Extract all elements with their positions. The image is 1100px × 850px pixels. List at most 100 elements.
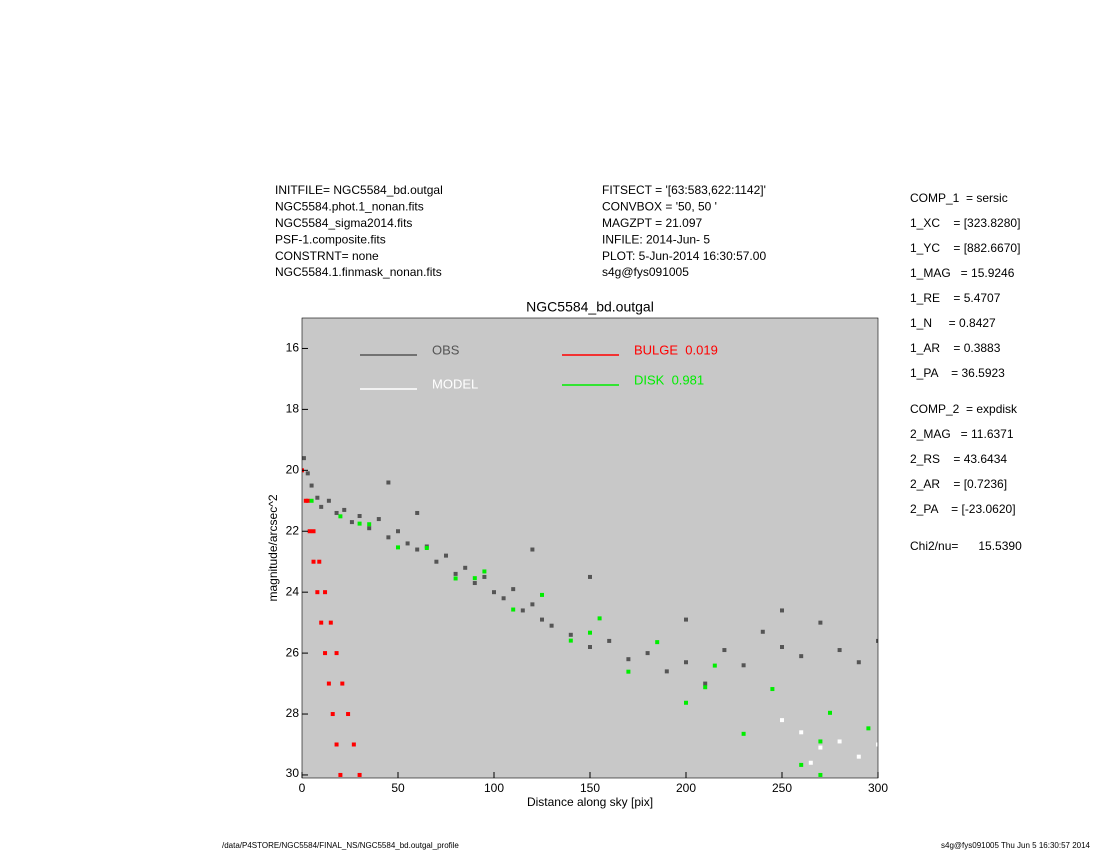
data-point — [808, 760, 813, 765]
data-point — [655, 640, 660, 645]
data-point — [305, 471, 310, 476]
fit-parameter: 1_AR = 0.3883 — [910, 341, 1001, 355]
data-point — [357, 521, 362, 526]
data-point — [684, 660, 688, 665]
data-point — [540, 592, 544, 597]
data-point — [856, 660, 861, 665]
data-point — [472, 581, 477, 586]
data-point — [302, 456, 306, 461]
chart-title: NGC5584_bd.outgal — [526, 299, 654, 315]
fit-parameter: 2_PA = [-23.0620] — [910, 502, 1016, 516]
data-point — [530, 547, 535, 552]
y-tick-label: 22 — [286, 523, 300, 537]
data-point — [645, 651, 650, 656]
data-point — [311, 529, 316, 534]
data-point — [434, 559, 439, 564]
y-tick-label: 30 — [286, 766, 300, 780]
data-point — [741, 663, 746, 668]
fit-parameter: 2_RS = 43.6434 — [910, 452, 1007, 466]
data-point — [338, 772, 343, 777]
data-point — [334, 510, 339, 515]
data-point — [311, 559, 316, 564]
header-line: NGC5584_sigma2014.fits — [275, 216, 412, 230]
data-point — [482, 574, 487, 579]
fit-parameter: 1_RE = 5.4707 — [910, 291, 1001, 305]
data-point — [309, 498, 314, 503]
data-point — [501, 596, 506, 601]
data-point — [326, 681, 331, 686]
data-point — [866, 726, 871, 731]
data-point — [319, 620, 324, 625]
data-point — [376, 517, 381, 522]
fit-parameter: COMP_2 = expdisk — [910, 402, 1018, 416]
x-tick-label: 200 — [676, 781, 696, 795]
data-point — [520, 608, 525, 613]
header-line: INITFILE= NGC5584_bd.outgal — [275, 183, 443, 197]
x-tick-label: 50 — [391, 781, 405, 795]
data-point — [799, 654, 804, 659]
footer-path: /data/P4STORE/NGC5584/FINAL_NS/NGC5584_b… — [222, 841, 459, 850]
data-point — [511, 607, 516, 612]
data-point — [607, 638, 612, 643]
data-point — [684, 700, 688, 705]
data-point — [405, 541, 410, 546]
data-point — [323, 590, 328, 595]
data-point — [712, 663, 717, 668]
x-tick-label: 0 — [299, 781, 306, 795]
data-point — [837, 648, 842, 653]
data-point — [703, 685, 708, 690]
header-line: PSF-1.composite.fits — [275, 232, 386, 246]
header-line: MAGZPT = 21.097 — [602, 216, 702, 230]
x-tick-label: 300 — [868, 781, 888, 795]
data-point — [856, 754, 861, 759]
y-axis-label: magnitude/arcsec^2 — [266, 494, 280, 601]
data-point — [323, 651, 328, 656]
data-point — [770, 687, 775, 692]
header-line: PLOT: 5-Jun-2014 16:30:57.00 — [602, 249, 766, 263]
data-point — [549, 623, 554, 628]
header-line: FITSECT = '[63:583,622:1142]' — [602, 183, 766, 197]
data-point — [876, 742, 878, 747]
y-tick-label: 26 — [286, 645, 300, 659]
data-point — [351, 742, 356, 747]
footer-stamp: s4g@fys091005 Thu Jun 5 16:30:57 2014 — [941, 841, 1091, 850]
data-point — [386, 535, 391, 540]
data-point — [741, 731, 746, 736]
data-point — [568, 632, 573, 637]
y-tick-label: 18 — [286, 402, 300, 416]
data-point — [684, 617, 688, 622]
data-point — [492, 590, 496, 595]
y-tick-label: 16 — [286, 341, 300, 355]
data-point — [415, 547, 420, 552]
data-point — [367, 522, 372, 527]
data-point — [307, 529, 312, 534]
data-point — [453, 571, 458, 576]
data-point — [349, 520, 354, 525]
data-point — [342, 507, 347, 512]
data-point — [444, 553, 448, 558]
data-point — [818, 745, 823, 750]
data-point — [540, 617, 544, 622]
data-point — [588, 630, 592, 635]
header-line: INFILE: 2014-Jun- 5 — [602, 232, 710, 246]
legend-label: BULGE 0.019 — [634, 342, 718, 357]
data-point — [357, 772, 362, 777]
legend-label: OBS — [432, 342, 460, 357]
data-point — [588, 645, 592, 650]
fit-parameter: 1_XC = [323.8280] — [910, 216, 1020, 230]
data-point — [305, 498, 310, 503]
data-point — [326, 498, 331, 503]
data-point — [463, 565, 468, 570]
data-point — [334, 651, 339, 656]
y-tick-label: 28 — [286, 706, 300, 720]
y-tick-label: 24 — [286, 584, 300, 598]
data-point — [511, 587, 516, 592]
plot-area — [302, 318, 878, 778]
data-point — [415, 510, 420, 515]
x-tick-label: 100 — [484, 781, 504, 795]
data-point — [626, 669, 631, 674]
data-point — [780, 608, 784, 613]
header-line: CONVBOX = '50, 50 ' — [602, 200, 717, 214]
header-line: s4g@fys091005 — [602, 265, 689, 279]
